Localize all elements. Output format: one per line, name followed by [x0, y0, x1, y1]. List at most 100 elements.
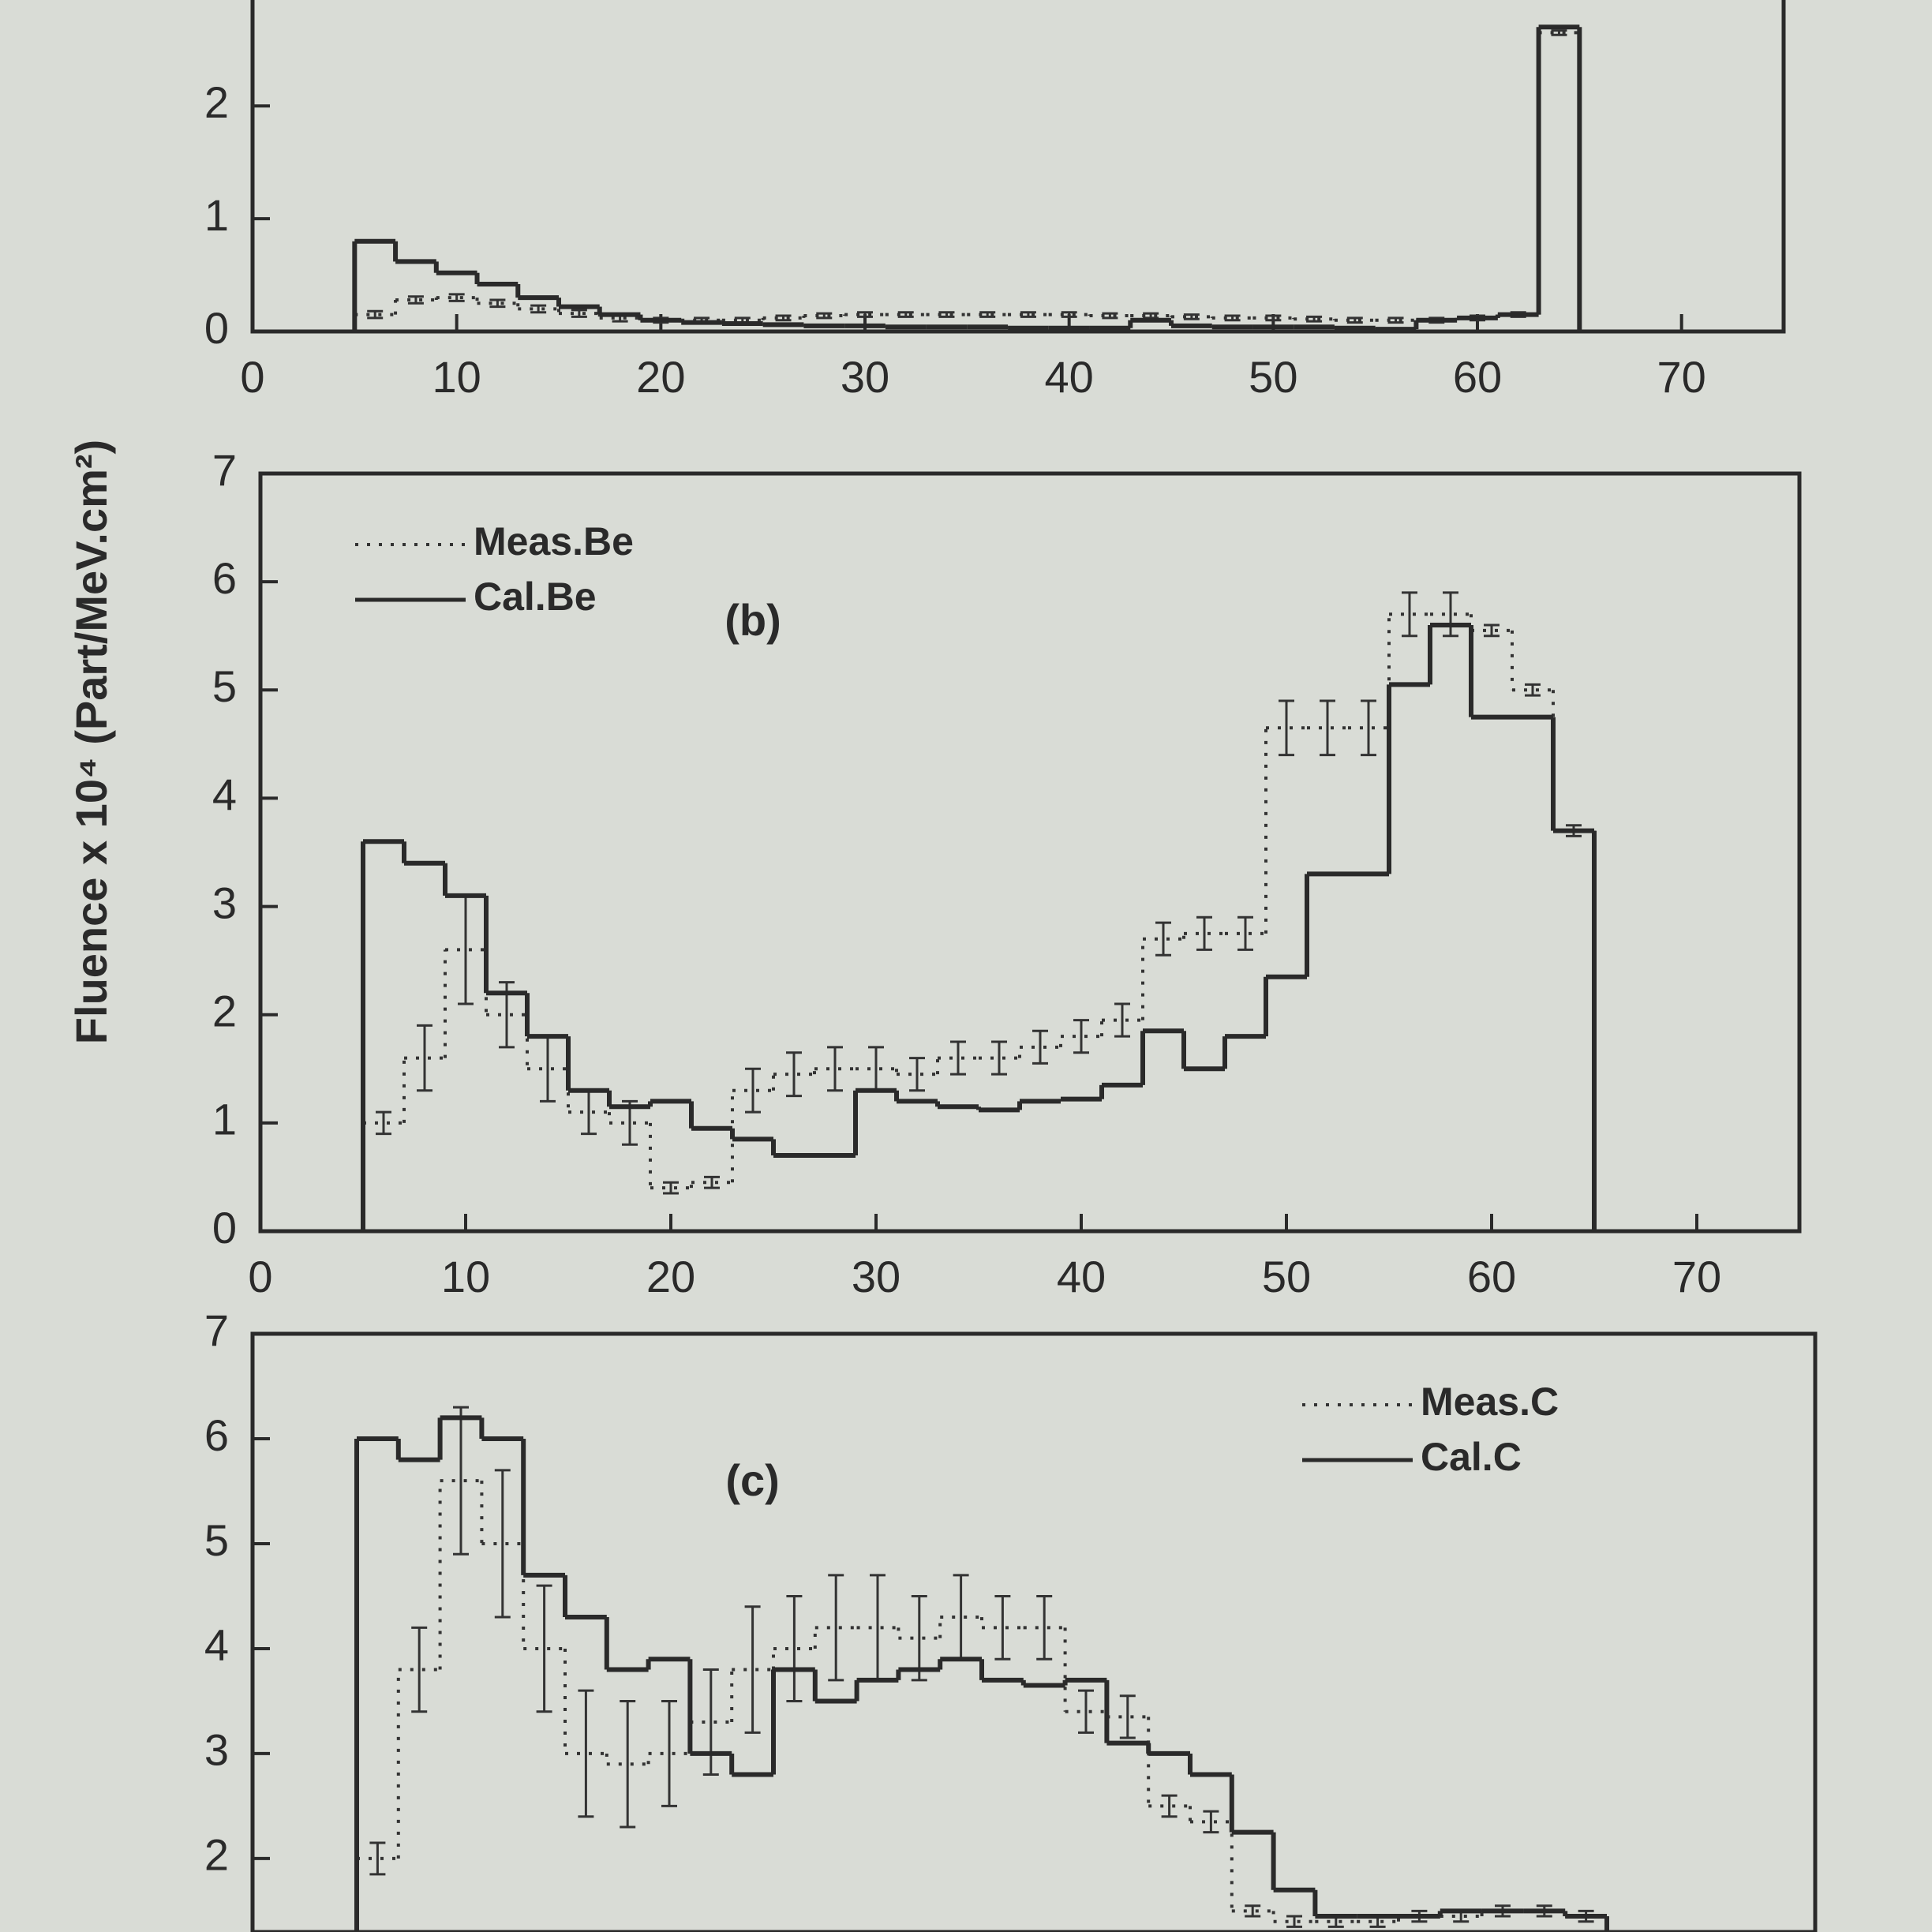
error-bar [1484, 623, 1500, 638]
error-bar [1155, 921, 1171, 957]
error-bar [578, 1689, 594, 1818]
error-bar [571, 309, 587, 318]
error-bar [994, 1594, 1011, 1661]
x-tick-label: 10 [432, 352, 481, 402]
y-tick-label: 0 [204, 303, 229, 353]
x-tick-label: 60 [1453, 352, 1502, 402]
y-tick-label: 5 [212, 661, 237, 711]
error-bar [661, 1699, 677, 1807]
error-bar [1320, 699, 1335, 757]
error-bar [411, 1626, 428, 1713]
error-bar [745, 1067, 761, 1114]
error-bar [1525, 683, 1541, 697]
panel-title: (b) [724, 595, 781, 645]
x-tick-label: 50 [1249, 352, 1297, 402]
error-bar [620, 1699, 636, 1829]
y-tick-label: 2 [204, 1830, 229, 1880]
x-tick-label: 10 [441, 1252, 490, 1301]
error-bar [702, 1668, 719, 1777]
plot-frame [250, 1331, 1818, 1932]
error-bar [786, 1594, 803, 1702]
error-bar [1102, 312, 1118, 320]
error-bar [417, 1024, 432, 1092]
x-tick-label: 40 [1057, 1252, 1106, 1301]
error-bar [1020, 311, 1036, 318]
error-bar [1203, 1810, 1219, 1834]
y-tick-label: 7 [204, 1305, 229, 1355]
error-bar [1346, 316, 1363, 324]
y-tick-label: 2 [212, 987, 237, 1036]
y-tick-label: 3 [212, 878, 237, 927]
error-bar [1196, 915, 1212, 951]
error-bar [530, 304, 547, 314]
error-bar [950, 1040, 966, 1076]
x-tick-label: 40 [1045, 352, 1094, 402]
y-tick-label: 6 [204, 1410, 229, 1460]
error-bar [1161, 1794, 1178, 1818]
x-tick-label: 70 [1657, 352, 1706, 402]
error-bar [816, 312, 833, 320]
y-tick-label: 4 [204, 1620, 229, 1670]
y-tick-label: 5 [204, 1515, 229, 1565]
y-tick-label: 6 [212, 553, 237, 603]
x-tick-label: 30 [852, 1252, 900, 1301]
error-bar [1032, 1029, 1048, 1065]
error-bar [857, 311, 873, 318]
legend-label: Cal.Be [474, 575, 597, 619]
error-bar [1119, 1694, 1136, 1739]
error-bar [489, 298, 506, 309]
plot-frame [258, 471, 1802, 1234]
error-bar [911, 1594, 927, 1682]
error-bar [979, 311, 996, 318]
x-tick-label: 20 [636, 352, 685, 402]
error-bar [744, 1605, 761, 1734]
x-tick-label: 50 [1262, 1252, 1311, 1301]
error-bar [1402, 591, 1417, 638]
y-tick-label: 3 [204, 1725, 229, 1775]
error-bar [775, 314, 792, 322]
error-bar [367, 309, 384, 320]
x-tick-label: 20 [646, 1252, 695, 1301]
y-tick-label: 1 [212, 1095, 237, 1144]
plot-area [354, 1406, 1609, 1932]
error-bar [1286, 1915, 1302, 1928]
y-tick-label: 0 [212, 1203, 237, 1252]
x-tick-label: 30 [841, 352, 889, 402]
error-bar [448, 293, 465, 302]
legend-label: Meas.C [1421, 1380, 1559, 1424]
error-bar [376, 1110, 391, 1136]
error-bar [536, 1584, 552, 1713]
plot-area [361, 591, 1597, 1231]
error-bar [938, 311, 955, 318]
error-bar [704, 1175, 720, 1189]
error-bar [1551, 29, 1567, 36]
error-bar [1073, 1019, 1089, 1054]
error-bar [1306, 315, 1323, 323]
y-axis-label: Fluence x 10⁴ (Part/MeV.cm²) [66, 440, 116, 1044]
error-bar [1183, 313, 1200, 320]
error-bar [897, 311, 914, 318]
y-tick-label: 4 [212, 769, 237, 819]
x-tick-label: 0 [248, 1252, 272, 1301]
error-bar [1114, 1002, 1130, 1038]
x-tick-label: 70 [1672, 1252, 1721, 1301]
error-bar [828, 1574, 844, 1682]
legend-label: Meas.Be [474, 519, 634, 564]
legend-label: Cal.C [1421, 1435, 1522, 1479]
error-bar [1036, 1594, 1053, 1661]
error-bar [1078, 1689, 1094, 1734]
error-bar [1237, 915, 1253, 951]
error-bar [909, 1057, 925, 1092]
y-tick-label: 1 [204, 190, 229, 240]
plot-area [352, 24, 1582, 331]
y-tick-label: 2 [204, 77, 229, 127]
x-tick-label: 60 [1467, 1252, 1516, 1301]
error-bar [827, 1046, 843, 1092]
error-bar [1224, 314, 1241, 322]
error-bar [369, 1841, 386, 1876]
error-bar [1061, 311, 1077, 318]
error-bar [1245, 1904, 1261, 1918]
error-bar [1265, 314, 1282, 322]
